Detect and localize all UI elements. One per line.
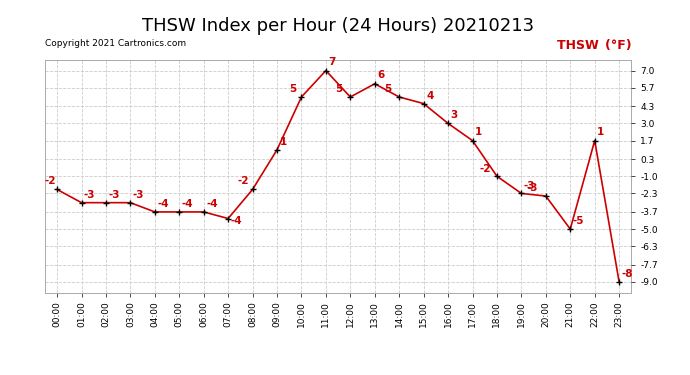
- Text: 3: 3: [451, 110, 457, 120]
- Text: -4: -4: [181, 199, 193, 209]
- Text: 1: 1: [279, 136, 287, 147]
- Text: -3: -3: [524, 181, 535, 191]
- Text: 1: 1: [475, 127, 482, 137]
- Text: 7: 7: [328, 57, 336, 67]
- Text: -2: -2: [238, 176, 249, 186]
- Text: 5: 5: [289, 84, 297, 94]
- Text: 6: 6: [377, 70, 384, 81]
- Text: 4: 4: [426, 91, 433, 101]
- Text: THSW Index per Hour (24 Hours) 20210213: THSW Index per Hour (24 Hours) 20210213: [142, 17, 534, 35]
- Text: -4: -4: [157, 199, 169, 209]
- Text: -4: -4: [230, 216, 242, 226]
- Text: -2: -2: [480, 164, 491, 174]
- Text: -3: -3: [133, 190, 144, 200]
- Text: -3: -3: [84, 190, 95, 200]
- Text: Copyright 2021 Cartronics.com: Copyright 2021 Cartronics.com: [45, 39, 186, 48]
- Text: THSW (°F): THSW (°F): [557, 39, 631, 53]
- Text: -2: -2: [45, 176, 57, 186]
- Text: -3: -3: [108, 190, 120, 200]
- Text: -3: -3: [526, 183, 538, 194]
- Text: 5: 5: [335, 84, 343, 94]
- Text: -8: -8: [622, 269, 633, 279]
- Text: -4: -4: [206, 199, 218, 209]
- Text: 1: 1: [597, 127, 604, 137]
- Text: -5: -5: [573, 216, 584, 226]
- Text: 5: 5: [384, 84, 392, 94]
